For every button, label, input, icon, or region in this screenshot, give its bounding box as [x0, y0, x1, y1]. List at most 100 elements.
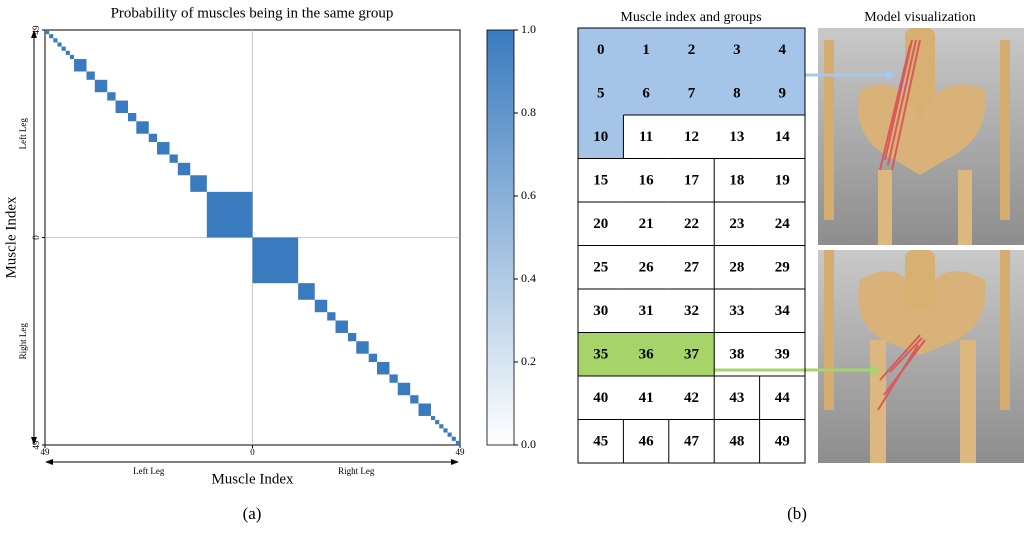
block	[430, 415, 436, 421]
table-cell: 12	[684, 129, 699, 145]
group-fill	[578, 115, 624, 159]
block	[148, 133, 158, 143]
colorbar-tick-label: 1.0	[521, 22, 536, 36]
table-cell: 21	[639, 216, 654, 232]
block	[65, 50, 70, 55]
colorbar	[486, 29, 515, 446]
table-cell: 43	[729, 390, 744, 406]
block	[455, 440, 460, 445]
table-title: Muscle index and groups	[620, 10, 761, 25]
table-cell: 46	[639, 434, 655, 450]
table-cell: 31	[639, 303, 654, 319]
y-tick-label: 49	[31, 440, 41, 450]
table-cell: 47	[684, 434, 700, 450]
table-cell: 15	[593, 173, 608, 189]
table-cell: 2	[688, 42, 696, 58]
block	[107, 92, 116, 101]
caption: (b)	[787, 504, 807, 523]
group-fill	[668, 332, 715, 377]
block	[439, 424, 444, 429]
table-cell: 36	[639, 347, 655, 363]
block	[335, 320, 348, 333]
table-cell: 33	[729, 303, 744, 319]
block	[86, 71, 95, 80]
table-cell: 49	[775, 434, 790, 450]
table-border	[577, 27, 806, 464]
block	[115, 100, 128, 113]
table-cell: 41	[639, 390, 654, 406]
block	[347, 332, 357, 342]
x-annotation: Right Leg	[338, 466, 375, 476]
table-cell: 40	[593, 390, 608, 406]
table-cell: 39	[775, 347, 790, 363]
x-tick-label: 49	[456, 447, 466, 457]
block	[94, 79, 108, 93]
colorbar-tick-label: 0.0	[521, 437, 536, 451]
table-cell: 19	[775, 173, 790, 189]
table-cell: 42	[684, 390, 699, 406]
x-axis-label: Muscle Index	[211, 471, 294, 487]
colorbar-tick-label: 0.4	[521, 271, 536, 285]
table-cell: 35	[593, 347, 608, 363]
block	[206, 191, 253, 238]
block	[190, 175, 207, 192]
table-cell: 7	[688, 86, 696, 102]
table-cell: 32	[684, 303, 699, 319]
table-cell: 30	[593, 303, 608, 319]
table-cell: 27	[684, 260, 700, 276]
block	[397, 382, 411, 396]
group-fill	[623, 28, 670, 72]
block	[74, 59, 87, 72]
table-cell: 17	[684, 173, 700, 189]
block	[298, 283, 315, 300]
block	[61, 46, 66, 51]
table-cell: 13	[729, 129, 744, 145]
y-annotation: Right Leg	[18, 323, 28, 360]
block	[45, 30, 50, 35]
table-cell: 22	[684, 216, 699, 232]
block	[169, 154, 178, 163]
block	[136, 121, 149, 134]
group-arrow-head	[870, 364, 880, 376]
chart-title: Probability of muscles being in the same…	[111, 5, 394, 21]
y-tick-label: 49	[31, 25, 41, 35]
table-cell: 23	[729, 216, 744, 232]
model-image	[818, 28, 1024, 245]
block	[368, 353, 377, 362]
block	[49, 34, 54, 39]
group-arrow-head	[886, 69, 896, 81]
group-fill	[714, 71, 761, 116]
table-cell: 24	[775, 216, 791, 232]
table-cell: 11	[639, 129, 653, 145]
group-fill	[668, 28, 715, 72]
table-cell: 34	[775, 303, 791, 319]
table-cell: 16	[639, 173, 655, 189]
table-cell: 28	[729, 260, 744, 276]
block	[443, 428, 448, 433]
table-cell: 25	[593, 260, 608, 276]
group-fill	[759, 28, 806, 72]
block	[418, 403, 431, 416]
table-cell: 0	[597, 42, 605, 58]
block	[177, 162, 191, 176]
colorbar-tick-label: 0.6	[521, 188, 536, 202]
table-cell: 18	[729, 173, 744, 189]
table-cell: 8	[733, 86, 741, 102]
table-cell: 20	[593, 216, 608, 232]
table-cell: 3	[733, 42, 741, 58]
colorbar-tick-label: 0.2	[521, 354, 536, 368]
x-tick-label: 0	[250, 447, 255, 457]
group-fill	[578, 332, 624, 377]
table-cell: 44	[775, 390, 791, 406]
block	[447, 432, 452, 437]
table-cell: 4	[779, 42, 787, 58]
x-tick-label: 49	[41, 447, 51, 457]
block	[410, 395, 419, 404]
viz-title: Model visualization	[864, 10, 976, 25]
block	[314, 299, 328, 313]
colorbar-tick-label: 0.8	[521, 105, 536, 119]
table-cell: 29	[775, 260, 790, 276]
block	[377, 362, 390, 375]
group-fill	[668, 71, 715, 116]
